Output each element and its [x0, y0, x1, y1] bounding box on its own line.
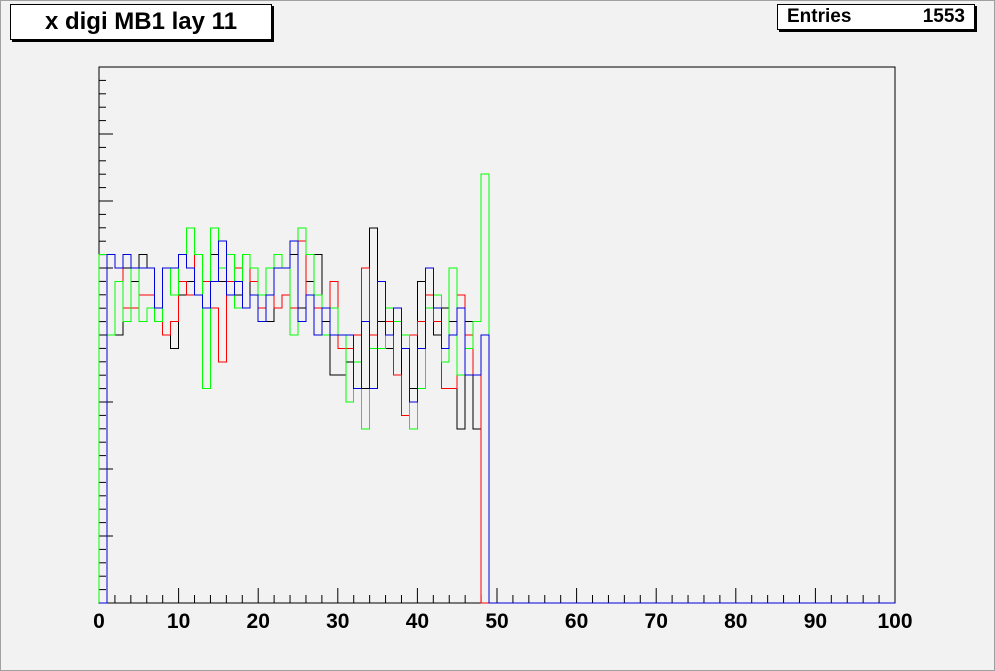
x-tick-label: 100	[877, 610, 912, 633]
x-tick-label: 20	[247, 610, 270, 633]
y-axis-ticks	[99, 66, 113, 591]
stats-box: Entries 1553	[777, 4, 975, 30]
x-tick-label: 50	[485, 610, 508, 633]
histogram-title-box: x digi MB1 lay 11	[10, 4, 272, 40]
histogram-series-group	[98, 173, 895, 604]
x-axis-ticks	[98, 588, 896, 603]
x-axis-tick-labels: 0 10 20 30 40 50 60 70 80 90 100	[93, 610, 912, 633]
x-tick-label: 10	[167, 610, 190, 633]
x-tick-label: 0	[93, 610, 105, 633]
plot-frame	[98, 66, 896, 604]
x-tick-label: 40	[406, 610, 429, 633]
x-tick-label: 70	[645, 610, 668, 633]
histogram-series-line	[99, 240, 895, 604]
x-tick-label: 90	[804, 610, 827, 633]
stats-entries-label: Entries	[787, 6, 852, 27]
x-tick-label: 60	[565, 610, 588, 633]
stats-entries-value: 1553	[922, 6, 965, 27]
x-tick-label: 30	[326, 610, 349, 633]
x-tick-label: 80	[724, 610, 747, 633]
histogram-title: x digi MB1 lay 11	[44, 8, 238, 35]
